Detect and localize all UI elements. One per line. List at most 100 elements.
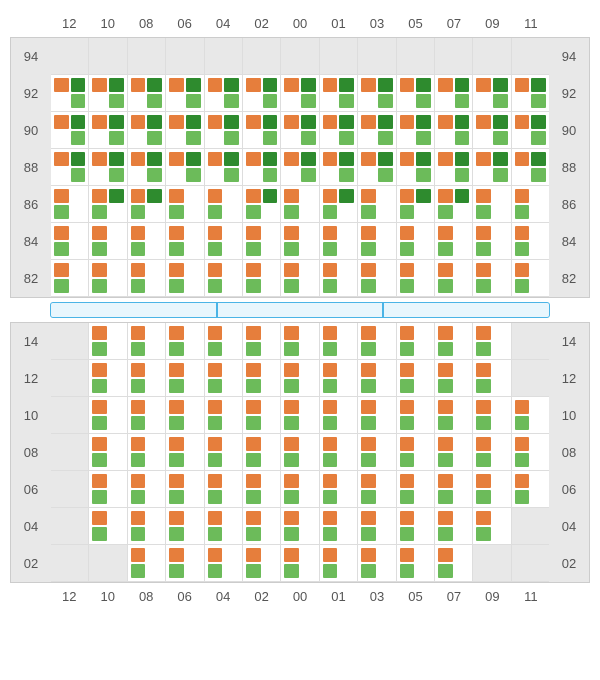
status-marker	[208, 263, 223, 277]
top-grid: 9494929290908888868684848282	[10, 37, 590, 298]
status-marker	[416, 326, 431, 340]
status-marker	[147, 205, 162, 219]
row-label-right: 84	[549, 223, 589, 260]
status-marker	[284, 363, 299, 377]
grid-cell	[512, 360, 549, 397]
grid-cell	[473, 471, 511, 508]
status-marker	[476, 131, 491, 145]
grid-cell	[243, 260, 281, 297]
status-marker	[476, 326, 491, 340]
status-marker	[131, 115, 146, 129]
status-marker	[515, 94, 530, 108]
status-marker	[476, 189, 491, 203]
status-marker	[493, 226, 508, 240]
grid-cell	[166, 260, 204, 297]
status-marker	[515, 474, 530, 488]
column-label: 05	[396, 583, 434, 610]
status-marker	[224, 78, 239, 92]
status-marker	[224, 453, 239, 467]
status-marker	[400, 474, 415, 488]
status-marker	[339, 226, 354, 240]
column-label: 07	[435, 10, 473, 37]
grid-cell	[51, 38, 89, 75]
status-marker	[186, 263, 201, 277]
status-marker	[284, 242, 299, 256]
status-marker	[416, 511, 431, 525]
status-marker	[224, 263, 239, 277]
status-marker	[323, 279, 338, 293]
status-marker	[109, 453, 124, 467]
status-marker	[301, 94, 316, 108]
status-marker	[455, 416, 470, 430]
grid-cell	[243, 223, 281, 260]
status-marker	[169, 548, 184, 562]
column-label: 04	[204, 10, 242, 37]
status-marker	[515, 131, 530, 145]
status-marker	[147, 474, 162, 488]
status-marker	[361, 152, 376, 166]
status-marker	[92, 152, 107, 166]
status-marker	[246, 474, 261, 488]
row-label-right: 92	[549, 75, 589, 112]
status-marker	[109, 115, 124, 129]
grid-cell	[243, 360, 281, 397]
column-label: 09	[473, 583, 511, 610]
status-marker	[438, 131, 453, 145]
status-marker	[301, 379, 316, 393]
status-marker	[186, 363, 201, 377]
status-marker	[416, 152, 431, 166]
status-marker	[416, 548, 431, 562]
status-marker	[208, 242, 223, 256]
grid-cell	[397, 397, 435, 434]
status-marker	[71, 279, 86, 293]
status-marker	[54, 242, 69, 256]
status-marker	[361, 242, 376, 256]
column-label: 09	[473, 10, 511, 37]
status-marker	[531, 453, 546, 467]
status-marker	[323, 490, 338, 504]
status-marker	[246, 205, 261, 219]
status-marker	[109, 168, 124, 182]
status-marker	[361, 564, 376, 578]
status-marker	[493, 527, 508, 541]
status-marker	[476, 242, 491, 256]
grid-cell	[320, 471, 358, 508]
status-marker	[400, 564, 415, 578]
status-marker	[54, 94, 69, 108]
status-marker	[378, 474, 393, 488]
status-marker	[301, 189, 316, 203]
status-marker	[186, 342, 201, 356]
status-marker	[400, 363, 415, 377]
status-marker	[455, 527, 470, 541]
status-marker	[339, 490, 354, 504]
status-marker	[515, 115, 530, 129]
column-label: 06	[165, 10, 203, 37]
status-marker	[263, 416, 278, 430]
status-marker	[531, 242, 546, 256]
row-label-right: 12	[549, 360, 589, 397]
status-marker	[493, 131, 508, 145]
status-marker	[378, 131, 393, 145]
status-marker	[531, 490, 546, 504]
status-marker	[531, 78, 546, 92]
status-marker	[438, 279, 453, 293]
status-marker	[416, 263, 431, 277]
column-label: 00	[281, 10, 319, 37]
status-marker	[131, 152, 146, 166]
grid-cell	[281, 397, 319, 434]
grid-cell	[397, 75, 435, 112]
status-marker	[224, 205, 239, 219]
row-label-left: 12	[11, 360, 51, 397]
status-marker	[493, 342, 508, 356]
status-marker	[109, 490, 124, 504]
status-marker	[515, 189, 530, 203]
grid-cell	[473, 397, 511, 434]
status-marker	[186, 564, 201, 578]
grid-cell	[320, 323, 358, 360]
status-marker	[515, 279, 530, 293]
row-label-left: 10	[11, 397, 51, 434]
grid-cell	[166, 360, 204, 397]
grid-row: 8282	[11, 260, 589, 297]
status-marker	[455, 437, 470, 451]
status-marker	[263, 548, 278, 562]
